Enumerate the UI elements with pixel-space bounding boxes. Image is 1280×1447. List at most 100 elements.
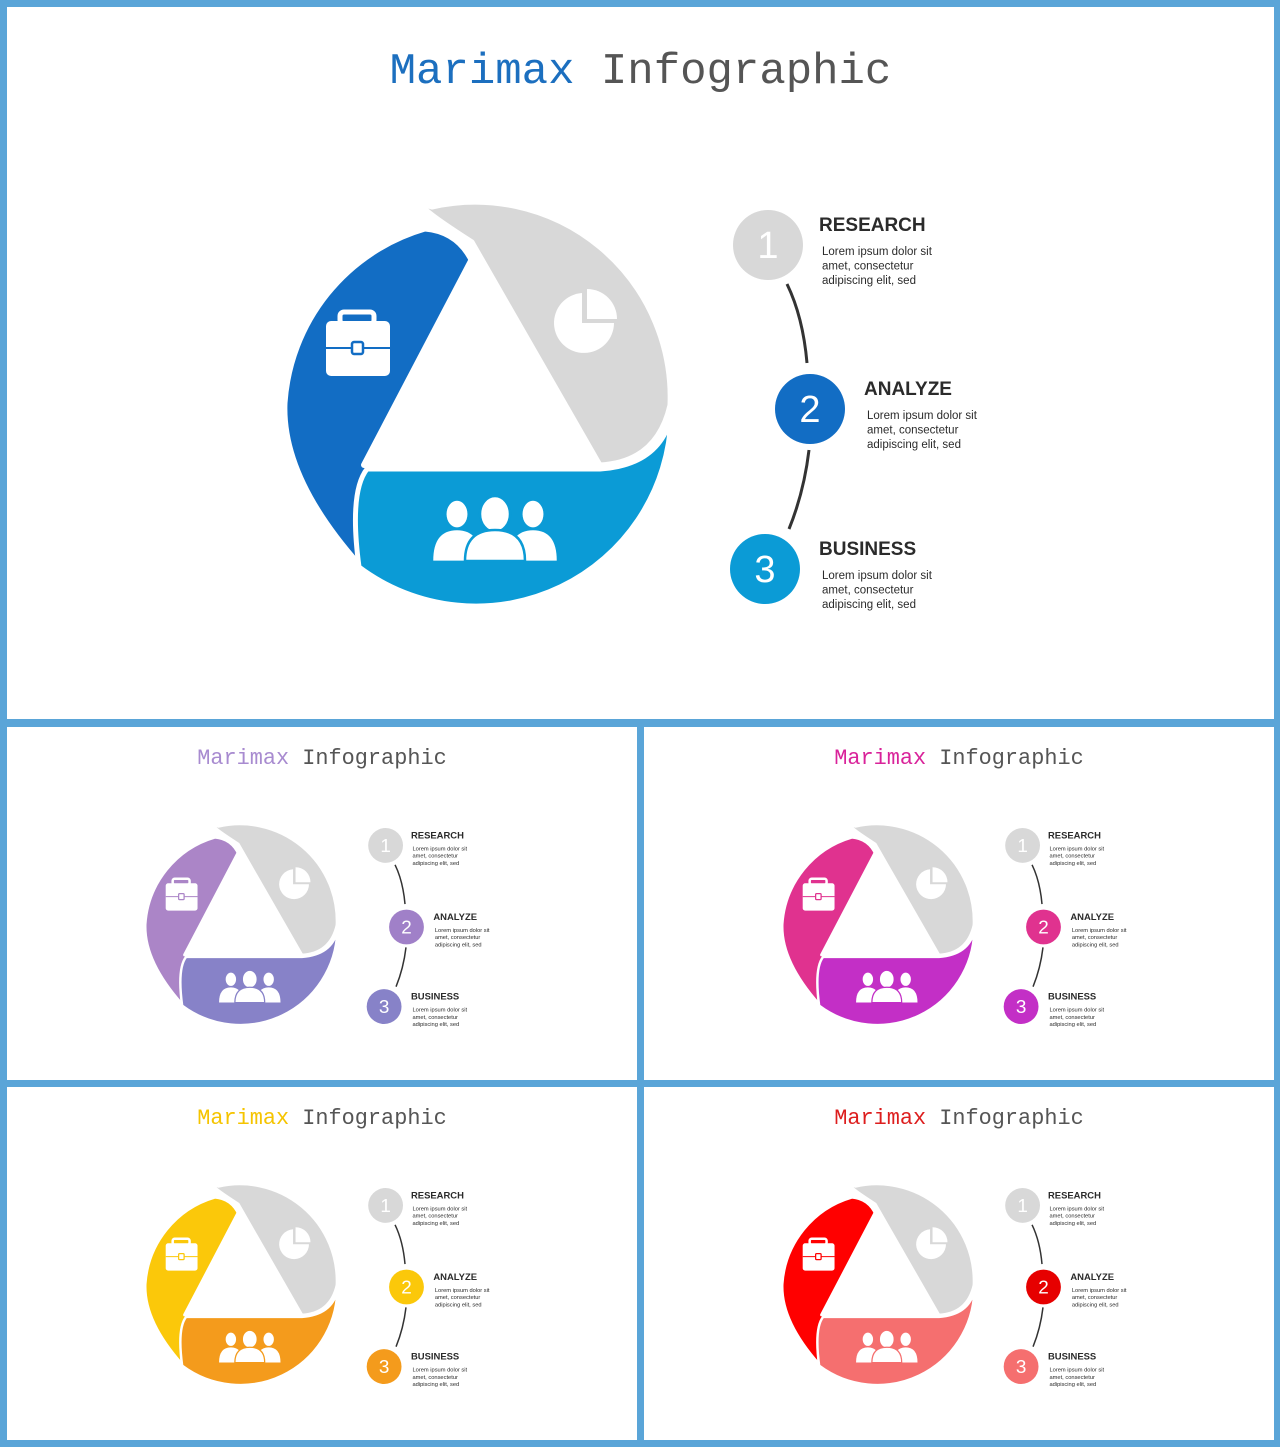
slide-title: Marimax Infographic [7,42,1274,102]
step-number-circle [368,827,404,863]
timeline-connectors [785,283,811,530]
step-title: ANALYZE [433,912,477,923]
step-number: 2 [1038,1277,1049,1298]
slide-title: Marimax Infographic [644,744,1274,774]
step-description-line: Lorem ipsum dolor sit [412,846,467,852]
timeline-connectors [394,1224,407,1347]
step-description-line: adipiscing elit, sed [412,1221,459,1227]
step-number-circle [366,989,402,1025]
step-description-line: adipiscing elit, sed [1049,1221,1096,1227]
step-number: 1 [1017,1196,1028,1217]
step-description-line: Lorem ipsum dolor sit [435,1288,490,1294]
step-description-line: Lorem ipsum dolor sit [1049,1206,1104,1212]
title-brand: Marimax [834,746,927,772]
step-description-line: adipiscing elit, sed [822,275,916,287]
step-description-line: amet, consectetur [1049,854,1095,860]
step-number-circle [368,1187,404,1223]
briefcase-icon [165,1237,198,1271]
step-title: ANALYZE [1070,912,1114,923]
step-title: BUSINESS [411,1352,459,1363]
pie-chart-icon [554,289,617,353]
step-title: ANALYZE [1070,1272,1114,1283]
step-number: 2 [401,1277,412,1298]
step-description-line: adipiscing elit, sed [412,1382,459,1388]
step-number-circle [730,534,800,604]
step-description-line: amet, consectetur [867,425,959,437]
slide-title: Marimax Infographic [644,1104,1274,1134]
step-description-line: adipiscing elit, sed [1049,1022,1096,1028]
segment-research [849,822,976,957]
timeline-connectors [1031,864,1044,987]
step-title: BUSINESS [819,539,916,560]
slide-variant-3: Marimax Infographic 1 RESEARCH Lorem ipsum … [7,1087,637,1440]
step-description-line: adipiscing elit, sed [435,1302,482,1308]
timeline-connectors [394,864,407,987]
people-group-icon [433,494,557,563]
step-description-line: amet, consectetur [412,854,458,860]
step-title: ANALYZE [864,379,952,400]
step-title: ANALYZE [433,1272,477,1283]
step-number-circle [389,1269,424,1305]
pie-chart-icon [279,867,311,900]
step-number: 2 [401,917,412,938]
step-description-line: adipiscing elit, sed [1072,1302,1119,1308]
step-title: BUSINESS [1048,992,1096,1003]
step-description-line: Lorem ipsum dolor sit [1049,1008,1104,1014]
title-rest: Infographic [289,1106,447,1132]
step-research: 1 RESEARCH Lorem ipsum dolor sit amet, cons… [368,827,468,867]
people-group-icon [856,1329,918,1364]
cycle-ring [282,199,674,609]
briefcase-icon [165,877,198,911]
segment-analyze [282,226,476,567]
step-description-line: amet, consectetur [1049,1375,1095,1381]
step-description-line: Lorem ipsum dolor sit [412,1368,467,1374]
step-description-line: adipiscing elit, sed [1049,1382,1096,1388]
step-number-circle [1005,827,1041,863]
step-description-line: Lorem ipsum dolor sit [1072,928,1127,934]
step-description-line: amet, consectetur [412,1375,458,1381]
step-description-line: Lorem ipsum dolor sit [412,1206,467,1212]
step-number-circle [775,374,845,444]
step-description-line: adipiscing elit, sed [867,439,961,451]
title-brand: Marimax [197,1106,290,1132]
step-description-line: adipiscing elit, sed [435,942,482,948]
step-number-circle [389,909,424,945]
step-description-line: amet, consectetur [412,1214,458,1220]
step-description-line: adipiscing elit, sed [822,599,916,611]
step-description-line: adipiscing elit, sed [412,1022,459,1028]
step-number-circle [1026,909,1061,945]
step-description-line: amet, consectetur [435,1295,481,1301]
step-title: RESEARCH [411,1190,464,1201]
step-title: RESEARCH [819,215,926,236]
step-title: RESEARCH [1048,1190,1101,1201]
step-number-circle [733,210,803,280]
step-description-line: amet, consectetur [1072,935,1118,941]
step-description-line: Lorem ipsum dolor sit [412,1008,467,1014]
step-number-circle [1026,1269,1061,1305]
briefcase-icon [802,877,835,911]
slide-variant-4: Marimax Infographic 1 RESEARCH Lorem ipsum … [644,1087,1274,1440]
briefcase-icon [326,309,390,376]
step-description-line: amet, consectetur [1072,1295,1118,1301]
pie-chart-icon [279,1227,311,1260]
step-description-line: amet, consectetur [822,585,914,597]
step-description-line: Lorem ipsum dolor sit [1049,846,1104,852]
title-rest: Infographic [574,47,892,97]
step-description-line: Lorem ipsum dolor sit [1049,1368,1104,1374]
slide-main: Marimax Infographic 1 RESEARCH Lorem ipsum … [7,7,1274,719]
step-number-circle [1005,1187,1041,1223]
title-brand: Marimax [389,47,575,97]
step-number-circle [1003,1349,1039,1385]
step-description-line: adipiscing elit, sed [1049,861,1096,867]
inner-triangle [820,849,940,957]
step-number: 1 [1017,836,1028,857]
